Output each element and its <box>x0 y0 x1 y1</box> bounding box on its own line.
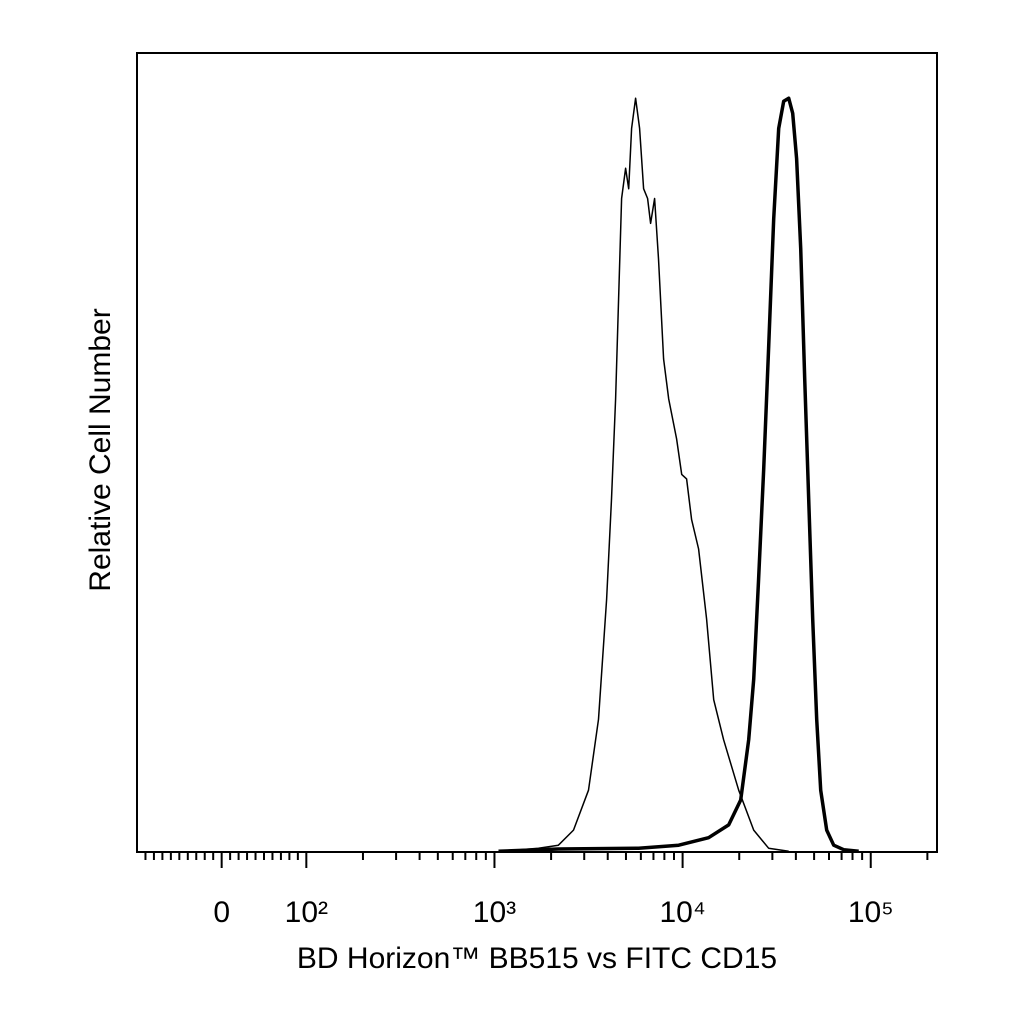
histogram-line <box>503 97 789 852</box>
x-tick-label: 10⁵ <box>848 896 894 929</box>
plot-frame <box>136 52 938 853</box>
x-tick-label: 10⁴ <box>659 896 705 929</box>
x-tick-label: 0 <box>213 896 230 929</box>
x-axis-label: BD Horizon™ BB515 vs FITC CD15 <box>297 942 777 975</box>
histogram-line <box>498 96 859 853</box>
x-tick-label: 10³ <box>473 896 516 929</box>
x-tick-label: 10² <box>285 896 328 929</box>
y-axis-label: Relative Cell Number <box>84 308 117 591</box>
